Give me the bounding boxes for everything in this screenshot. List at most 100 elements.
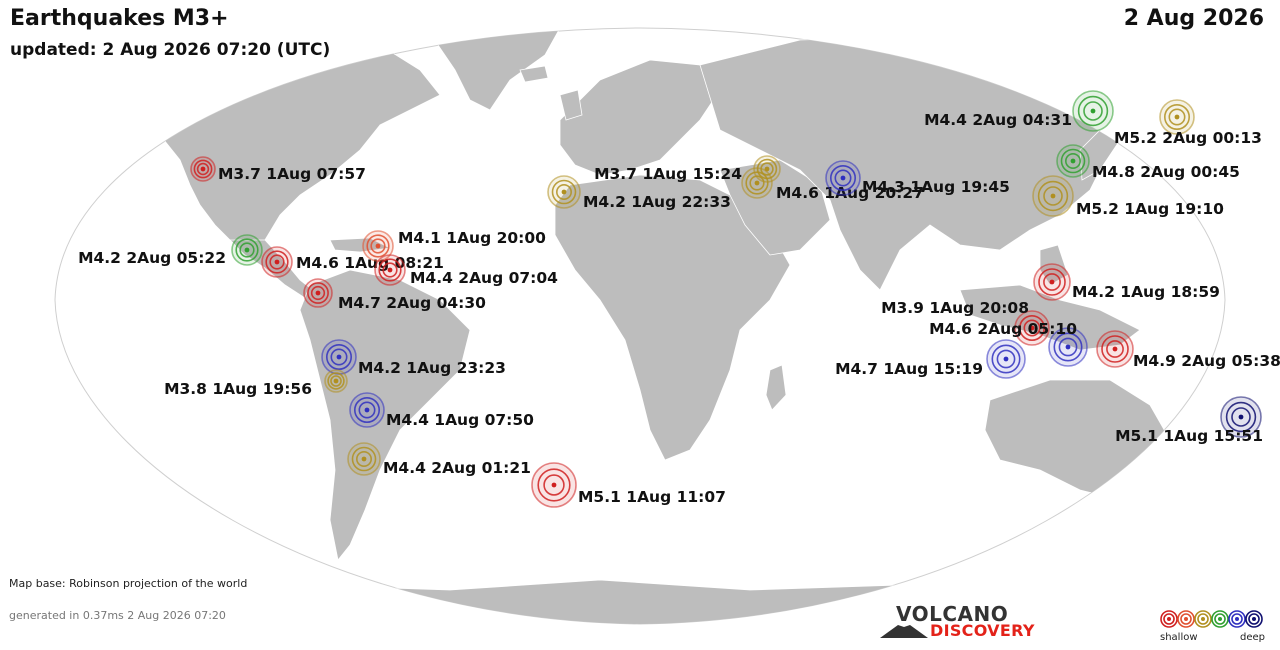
quake-epicenter [1112, 346, 1118, 352]
quake-marker[interactable]: M4.8 2Aug 00:45 [1056, 144, 1240, 181]
quake-ring [991, 344, 1021, 374]
quake-ring [996, 349, 1016, 369]
quake-label: M5.2 1Aug 19:10 [1076, 200, 1224, 218]
alaska-shape [59, 61, 141, 111]
current-date: 2 Aug 2026 [1123, 6, 1264, 31]
quake-marker[interactable]: M3.9 1Aug 20:08 [881, 299, 1050, 346]
quake-marker[interactable]: M3.7 1Aug 15:24 [594, 155, 781, 183]
volcano-discovery-logo[interactable]: VOLCANO DISCOVERY [880, 602, 1040, 642]
quake-marker[interactable]: M4.4 2Aug 01:21 [347, 442, 531, 477]
quake-label: M4.2 2Aug 05:22 [78, 249, 226, 267]
quake-label: M4.9 2Aug 05:38 [1133, 352, 1280, 370]
quake-label: M4.4 1Aug 07:50 [386, 411, 534, 429]
quake-epicenter [1174, 114, 1180, 120]
quake-marker[interactable]: M3.8 1Aug 19:56 [164, 369, 348, 398]
quake-marker[interactable]: M5.1 1Aug 11:07 [531, 462, 726, 508]
quake-label: M4.1 1Aug 20:00 [398, 229, 546, 247]
quake-ring [1164, 104, 1191, 131]
quake-marker[interactable]: M4.2 1Aug 18:59 [1033, 263, 1220, 301]
quake-label: M3.7 1Aug 07:57 [218, 165, 366, 183]
quake-ring [834, 169, 852, 187]
quake-label: M4.3 1Aug 19:45 [862, 178, 1010, 196]
quake-marker[interactable]: M4.2 2Aug 05:22 [78, 234, 263, 267]
quake-ring [1058, 337, 1078, 357]
legend-dot [1218, 617, 1222, 621]
quake-ring [749, 175, 765, 191]
quake-marker[interactable]: M4.6 1Aug 08:21 [261, 246, 444, 278]
quake-label: M4.7 1Aug 15:19 [835, 360, 983, 378]
quake-ring [265, 250, 289, 274]
quake-epicenter [840, 175, 846, 181]
quake-epicenter [333, 378, 339, 384]
quake-ring [1018, 314, 1045, 341]
quake-epicenter [387, 267, 393, 273]
quake-marker[interactable]: M4.6 2Aug 05:10 [929, 320, 1088, 367]
quake-label: M3.8 1Aug 19:56 [164, 380, 312, 398]
quake-ring [330, 375, 342, 387]
quake-ring [1043, 186, 1063, 206]
legend-dot [1235, 617, 1239, 621]
quake-ring [1231, 407, 1251, 427]
quake-marker[interactable]: M4.4 2Aug 07:04 [374, 254, 558, 287]
quake-marker[interactable]: M3.7 1Aug 07:57 [190, 156, 366, 183]
quake-epicenter [1029, 325, 1035, 331]
quake-marker[interactable]: M4.7 2Aug 04:30 [303, 278, 486, 312]
quake-ring [239, 242, 255, 258]
quake-marker[interactable]: M5.2 1Aug 19:10 [1032, 175, 1224, 218]
legend-ring [1211, 610, 1229, 628]
quake-epicenter [1003, 356, 1009, 362]
quake-ring [307, 282, 329, 304]
quake-ring [1060, 148, 1086, 174]
legend-dot [1252, 617, 1256, 621]
quake-marker[interactable]: M4.2 1Aug 22:33 [547, 175, 731, 211]
quake-epicenter [1065, 344, 1071, 350]
caribbean-shape [329, 237, 392, 253]
quake-label: M4.6 2Aug 05:10 [929, 320, 1077, 338]
quake-ring [829, 165, 856, 192]
quake-label: M3.9 1Aug 20:08 [881, 299, 1029, 317]
page-title: Earthquakes M3+ [10, 6, 229, 31]
quake-ring [1225, 401, 1257, 433]
quake-marker[interactable]: M4.3 1Aug 19:45 [825, 160, 1010, 196]
legend-ring [1177, 610, 1195, 628]
legend-ring [1160, 610, 1178, 628]
quake-ring [193, 159, 213, 179]
legend-dot [1167, 617, 1171, 621]
map-base-note: Map base: Robinson projection of the wor… [9, 577, 248, 590]
quake-ring [1023, 319, 1041, 337]
quake-label: M5.1 1Aug 11:07 [578, 488, 726, 506]
quake-label: M4.2 1Aug 18:59 [1072, 283, 1220, 301]
quake-epicenter [551, 482, 557, 488]
legend-ring [1245, 610, 1263, 628]
quake-marker[interactable]: M4.9 2Aug 05:38 [1096, 330, 1280, 370]
quake-marker[interactable]: M5.1 1Aug 15:51 [1115, 396, 1263, 445]
quake-ring [330, 348, 348, 366]
sea-islands-shape [959, 284, 1141, 351]
quake-epicenter [1238, 414, 1244, 420]
quake-ring [366, 234, 390, 258]
quake-label: M4.8 2Aug 00:45 [1092, 163, 1240, 181]
quake-marker[interactable]: M4.7 1Aug 15:19 [835, 339, 1026, 379]
logo-text-volcano: VOLCANO [896, 602, 1009, 626]
updated-timestamp: updated: 2 Aug 2026 07:20 (UTC) [10, 40, 331, 60]
quake-epicenter [315, 290, 321, 296]
generated-note: generated in 0.37ms 2 Aug 2026 07:20 [9, 609, 226, 622]
quake-marker[interactable]: M4.4 1Aug 07:50 [349, 392, 534, 429]
legend-ring [1248, 613, 1260, 625]
quake-ring [355, 450, 372, 467]
quake-marker[interactable]: M4.4 2Aug 04:31 [924, 90, 1114, 132]
quake-ring [378, 258, 402, 282]
quake-marker[interactable]: M5.2 2Aug 00:13 [1114, 99, 1262, 147]
quake-ring [555, 184, 572, 201]
legend-ring [1197, 613, 1209, 625]
quake-marker[interactable]: M4.2 1Aug 23:23 [321, 339, 506, 377]
quake-ring [551, 179, 577, 205]
quake-ring [745, 171, 769, 195]
quake-label: M5.2 2Aug 00:13 [1114, 129, 1262, 147]
quake-ring [1083, 101, 1103, 121]
legend-shallow-label: shallow [1160, 632, 1198, 643]
quake-ring [1038, 268, 1066, 296]
quake-epicenter [1090, 108, 1096, 114]
